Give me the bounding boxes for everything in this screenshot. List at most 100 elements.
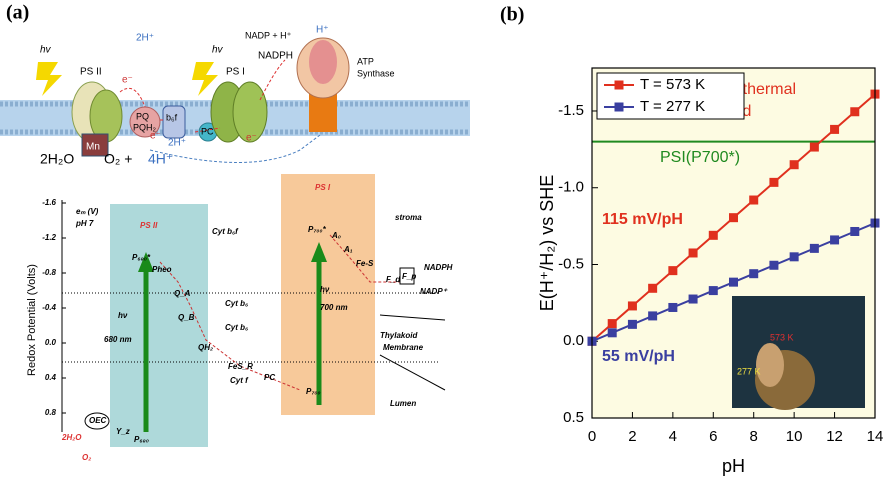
z-scheme: Redox Potential (Volts) -1.6-1.2-0.8-0.4…: [26, 174, 453, 462]
label: b₆f: [166, 112, 178, 122]
label: NADPH: [258, 51, 293, 62]
y-tick-label: -1.5: [558, 102, 584, 119]
point: [668, 303, 677, 312]
label: NADP⁺: [420, 287, 448, 296]
point: [608, 319, 617, 328]
point: [769, 261, 778, 270]
photosynthesis-scheme: (a) hv PS II 2H⁺ e⁻ PQ PQH₂ b₆f Mn 2H₂O …: [0, 2, 470, 167]
membrane-line: [380, 355, 445, 390]
label: hv: [212, 45, 224, 56]
label: 4H⁺: [148, 151, 173, 167]
point: [790, 252, 799, 261]
label: Cyt f: [230, 376, 249, 385]
point: [648, 284, 657, 293]
label: H⁺: [316, 25, 329, 36]
point: [850, 227, 859, 236]
annotation: 55 mV/pH: [602, 348, 675, 365]
point: [830, 125, 839, 134]
x-tick-label: 2: [628, 428, 636, 445]
y-tick-label: -0.5: [558, 255, 584, 272]
point: [709, 286, 718, 295]
label: P₆₈₀: [134, 435, 149, 444]
x-tick-label: 10: [786, 428, 803, 445]
label: PS I: [226, 67, 245, 78]
point: [689, 248, 698, 257]
label: PS II: [140, 221, 158, 230]
label: OEC: [89, 416, 107, 425]
label: hv: [40, 45, 52, 56]
label: P₆₈₀*: [132, 253, 151, 262]
label: NADP + H⁺: [245, 30, 292, 40]
axis-tick-label: -0.4: [42, 303, 56, 312]
label: A₀: [331, 231, 341, 240]
membrane-line: [380, 315, 445, 320]
point: [628, 301, 637, 310]
label: 2H₂O: [61, 433, 82, 442]
atp-synthase-core: [309, 40, 337, 84]
label: Synthase: [357, 68, 395, 78]
ps2-box: [110, 204, 208, 447]
label: pH 7: [75, 219, 94, 228]
x-tick-label: 8: [750, 428, 758, 445]
point: [668, 266, 677, 275]
page: {"panel_a": {"label": "(a)", "scheme": {…: [0, 0, 887, 484]
point: [810, 244, 819, 253]
panel-label: (a): [6, 2, 29, 24]
figure: (a) hv PS II 2H⁺ e⁻ PQ PQH₂ b₆f Mn 2H₂O …: [0, 0, 887, 484]
axis-title: Redox Potential (Volts): [26, 264, 38, 376]
x-tick-label: 6: [709, 428, 717, 445]
label: P₇₀₀*: [308, 225, 327, 234]
label: Q_B: [178, 313, 195, 322]
label: O₂ +: [104, 151, 132, 167]
label: PS II: [80, 67, 102, 78]
point: [790, 160, 799, 169]
point: [810, 143, 819, 152]
label: hν: [118, 311, 128, 320]
label: QH₂: [198, 343, 213, 352]
point: [769, 178, 778, 187]
point: [749, 196, 758, 205]
point: [749, 269, 758, 278]
x-tick-label: 0: [588, 428, 596, 445]
point: [709, 231, 718, 240]
axis-tick-label: 0.4: [45, 373, 57, 382]
point: [689, 295, 698, 304]
label: F_p: [402, 272, 416, 281]
label: Pheo: [152, 265, 172, 274]
axis-tick-label: -1.2: [42, 233, 56, 242]
label: Fe-S: [356, 259, 374, 268]
point: [729, 213, 738, 222]
label: 2H⁺: [136, 33, 154, 44]
x-axis-title: pH: [722, 456, 745, 476]
label: e⁻: [246, 133, 257, 144]
point: [628, 320, 637, 329]
y-tick-label: 0.5: [563, 409, 584, 426]
label: eₘ (V): [76, 207, 99, 216]
label: hν: [320, 285, 330, 294]
point: [608, 328, 617, 337]
label: 680 nm: [104, 335, 132, 344]
label: A₁: [343, 245, 353, 254]
label: e⁻: [150, 131, 161, 142]
label: Y_z: [116, 427, 130, 436]
x-tick-label: 4: [669, 428, 677, 445]
axis-tick-label: 0.8: [45, 408, 57, 417]
legend-label: T = 573 K: [640, 76, 705, 93]
point: [729, 278, 738, 287]
inset-label: 277 K: [737, 366, 761, 376]
legend-label: T = 277 K: [640, 98, 705, 115]
label: Lumen: [390, 399, 416, 408]
x-tick-label: 14: [867, 428, 884, 445]
axis-tick-label: 0.0: [45, 338, 57, 347]
label: Cyt b₆f: [212, 227, 239, 236]
light-bolt: [36, 62, 62, 96]
label: PC: [201, 126, 214, 136]
label: ATP: [357, 56, 374, 66]
label: NADPH: [424, 263, 453, 272]
inset-rock: [756, 343, 784, 387]
reference-label: PSI(P700*): [660, 149, 740, 166]
axis-tick-label: -1.6: [42, 198, 56, 207]
label: PS I: [315, 183, 331, 192]
point: [648, 311, 657, 320]
